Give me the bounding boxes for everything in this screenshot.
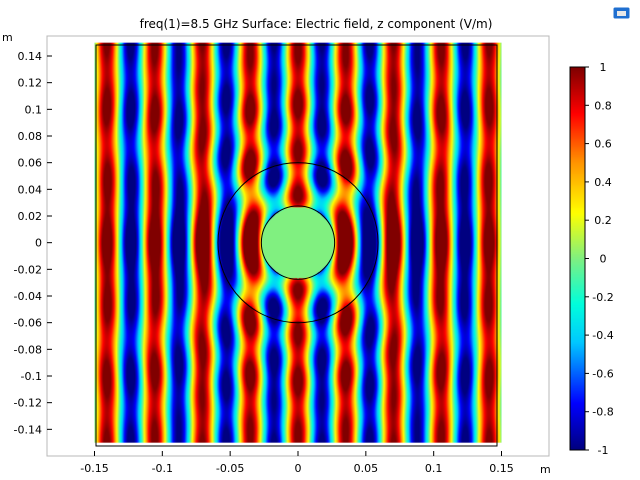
y-tick-label: -0.08 bbox=[14, 343, 42, 356]
colorbar bbox=[570, 67, 585, 450]
colorbar-tick-label: 0.6 bbox=[594, 138, 612, 151]
x-tick-label: 0.05 bbox=[354, 462, 379, 475]
colorbar-tick-label: 0.4 bbox=[594, 176, 612, 189]
colorbar-tick-label: -0.4 bbox=[592, 329, 613, 342]
y-tick-label: 0.06 bbox=[18, 157, 43, 170]
electric-field-surface bbox=[94, 42, 502, 443]
colorbar-tick-label: 0.2 bbox=[594, 214, 612, 227]
y-tick-label: 0 bbox=[35, 237, 42, 250]
colorbar-tick-label: 0 bbox=[600, 253, 607, 266]
domain-boundary bbox=[95, 44, 498, 447]
y-tick-label: -0.14 bbox=[14, 423, 42, 436]
colorbar-tick-label: -0.8 bbox=[592, 406, 613, 419]
x-tick-label: -0.05 bbox=[216, 462, 244, 475]
x-tick-label: -0.1 bbox=[152, 462, 173, 475]
y-tick-label: -0.04 bbox=[14, 290, 42, 303]
x-tick-label: 0.1 bbox=[425, 462, 443, 475]
y-tick-label: 0.14 bbox=[18, 50, 43, 63]
colorbar-tick-label: -0.2 bbox=[592, 291, 613, 304]
scatterer-boundary bbox=[260, 205, 336, 280]
x-axis-ticks: -0.15 -0.1 -0.05 0 0.05 0.1 0.15 bbox=[80, 451, 514, 475]
x-axis-unit: m bbox=[540, 463, 551, 476]
colorbar-tick-label: -1 bbox=[598, 444, 609, 457]
y-tick-label: -0.02 bbox=[14, 263, 42, 276]
y-axis-unit: m bbox=[2, 31, 13, 44]
y-tick-label: -0.1 bbox=[21, 370, 42, 383]
colorbar-tick-label: -0.6 bbox=[592, 367, 613, 380]
plot-settings-icon[interactable] bbox=[612, 5, 632, 21]
colorbar-ticks: 1 0.8 0.6 0.4 0.2 0 -0.2 -0.4 -0.6 -0.8 -1 bbox=[585, 61, 614, 457]
y-tick-label: 0.04 bbox=[18, 183, 43, 196]
y-tick-label: 0.1 bbox=[25, 103, 43, 116]
x-tick-label: 0.15 bbox=[489, 462, 514, 475]
y-tick-label: 0.02 bbox=[18, 210, 43, 223]
x-tick-label: 0 bbox=[295, 462, 302, 475]
y-tick-label: -0.06 bbox=[14, 317, 42, 330]
x-tick-label: -0.15 bbox=[80, 462, 108, 475]
pml-circle-boundary bbox=[217, 162, 379, 324]
plot-title: freq(1)=8.5 GHz Surface: Electric field,… bbox=[140, 17, 493, 31]
y-tick-label: 0.08 bbox=[18, 130, 43, 143]
y-tick-label: 0.12 bbox=[18, 77, 43, 90]
colorbar-tick-label: 0.8 bbox=[594, 99, 612, 112]
y-tick-label: -0.12 bbox=[14, 397, 42, 410]
colorbar-tick-label: 1 bbox=[600, 61, 607, 74]
y-axis-ticks: 0.14 0.12 0.1 0.08 0.06 0.04 0.02 0 -0.02 -0.04 -0… bbox=[14, 50, 52, 436]
